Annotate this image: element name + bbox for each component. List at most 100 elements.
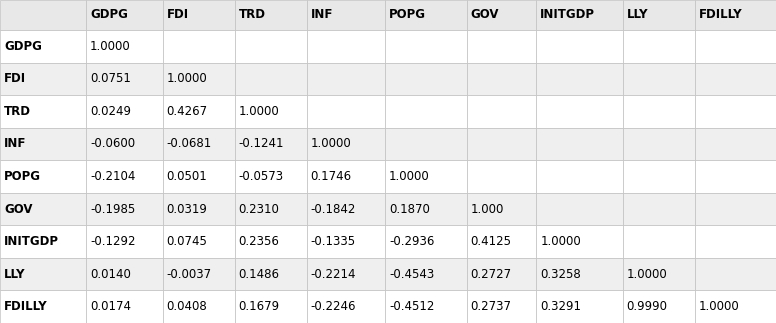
Bar (466, 160, 536, 193)
Bar (385, 225, 466, 258)
Bar (536, 160, 622, 193)
Bar (234, 258, 307, 290)
Text: 0.2310: 0.2310 (238, 203, 279, 215)
Bar (0, 63, 86, 95)
Bar (622, 193, 695, 225)
Bar (695, 128, 776, 160)
Text: 0.0408: 0.0408 (167, 300, 207, 313)
Bar (234, 193, 307, 225)
Bar (385, 160, 466, 193)
Text: -0.0573: -0.0573 (238, 170, 284, 183)
Bar (307, 290, 385, 323)
Bar (234, 290, 307, 323)
Bar (163, 193, 234, 225)
Bar (466, 258, 536, 290)
Text: -0.2104: -0.2104 (90, 170, 136, 183)
Bar (307, 258, 385, 290)
Bar (307, 95, 385, 128)
Bar (86, 63, 163, 95)
Text: TRD: TRD (4, 105, 31, 118)
Bar (86, 193, 163, 225)
Bar (0, 258, 86, 290)
Bar (536, 193, 622, 225)
Bar (0, 128, 86, 160)
Bar (536, 95, 622, 128)
Text: -0.0600: -0.0600 (90, 138, 135, 151)
Bar (536, 30, 622, 63)
Bar (536, 258, 622, 290)
Bar (86, 225, 163, 258)
Text: -0.1292: -0.1292 (90, 235, 136, 248)
Text: 0.4125: 0.4125 (470, 235, 511, 248)
Bar (536, 0, 622, 30)
Bar (0, 30, 86, 63)
Text: GDPG: GDPG (4, 40, 42, 53)
Bar (466, 128, 536, 160)
Bar (0, 160, 86, 193)
Text: -0.2246: -0.2246 (310, 300, 356, 313)
Bar (622, 160, 695, 193)
Bar (466, 30, 536, 63)
Bar (307, 193, 385, 225)
Bar (622, 95, 695, 128)
Bar (234, 30, 307, 63)
Bar (536, 128, 622, 160)
Bar (163, 0, 234, 30)
Bar (695, 258, 776, 290)
Bar (622, 290, 695, 323)
Bar (695, 30, 776, 63)
Bar (163, 290, 234, 323)
Text: GDPG: GDPG (90, 8, 128, 22)
Bar (163, 30, 234, 63)
Text: -0.1985: -0.1985 (90, 203, 135, 215)
Text: 1.0000: 1.0000 (540, 235, 581, 248)
Text: 1.0000: 1.0000 (310, 138, 352, 151)
Text: 1.0000: 1.0000 (698, 300, 740, 313)
Bar (695, 160, 776, 193)
Bar (307, 128, 385, 160)
Text: POPG: POPG (389, 8, 426, 22)
Bar (86, 0, 163, 30)
Bar (466, 0, 536, 30)
Text: -0.2214: -0.2214 (310, 268, 356, 281)
Bar (163, 258, 234, 290)
Bar (163, 225, 234, 258)
Bar (695, 290, 776, 323)
Bar (234, 95, 307, 128)
Text: GOV: GOV (4, 203, 33, 215)
Text: -0.0037: -0.0037 (167, 268, 212, 281)
Text: -0.0681: -0.0681 (167, 138, 212, 151)
Bar (307, 30, 385, 63)
Text: 0.3258: 0.3258 (540, 268, 581, 281)
Text: 0.4267: 0.4267 (167, 105, 208, 118)
Text: -0.1241: -0.1241 (238, 138, 284, 151)
Bar (385, 30, 466, 63)
Bar (86, 290, 163, 323)
Bar (234, 0, 307, 30)
Bar (695, 193, 776, 225)
Text: INF: INF (310, 8, 333, 22)
Text: 0.1870: 0.1870 (389, 203, 430, 215)
Bar (307, 225, 385, 258)
Bar (86, 160, 163, 193)
Text: -0.1842: -0.1842 (310, 203, 356, 215)
Bar (0, 225, 86, 258)
Bar (385, 128, 466, 160)
Text: 1.0000: 1.0000 (167, 72, 207, 85)
Text: 0.2356: 0.2356 (238, 235, 279, 248)
Bar (622, 225, 695, 258)
Bar (0, 0, 86, 30)
Text: FDILLY: FDILLY (4, 300, 47, 313)
Text: 0.0751: 0.0751 (90, 72, 131, 85)
Text: 0.0249: 0.0249 (90, 105, 131, 118)
Bar (86, 30, 163, 63)
Bar (163, 160, 234, 193)
Bar (695, 63, 776, 95)
Text: -0.1335: -0.1335 (310, 235, 355, 248)
Text: 0.1679: 0.1679 (238, 300, 279, 313)
Bar (163, 128, 234, 160)
Bar (234, 63, 307, 95)
Text: 0.9990: 0.9990 (626, 300, 667, 313)
Text: 0.0319: 0.0319 (167, 203, 208, 215)
Text: LLY: LLY (4, 268, 26, 281)
